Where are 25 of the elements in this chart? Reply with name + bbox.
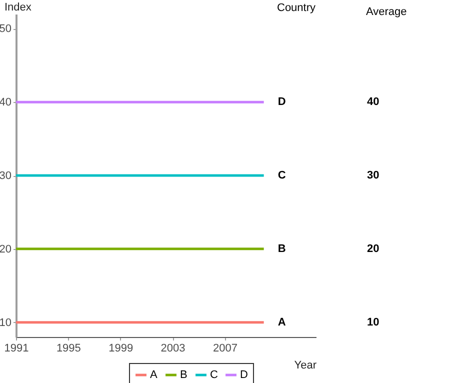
legend-label: D (240, 369, 248, 381)
x-tick-label: 2003 (160, 342, 186, 354)
y-tick-label: 20 (0, 243, 12, 256)
x-axis-title: Year (294, 360, 317, 372)
y-axis-title: Index (4, 2, 32, 14)
x-tick-label: 2007 (212, 342, 238, 354)
y-tick-label: 30 (0, 170, 12, 182)
legend-label: C (210, 369, 218, 381)
text: D (278, 96, 286, 108)
text: A (278, 316, 286, 328)
y-tick-label: 10 (0, 316, 12, 329)
text: 30 (367, 170, 380, 182)
legend-label: B (180, 369, 188, 381)
text: Average (366, 6, 407, 18)
y-tick-label: 50 (0, 23, 12, 36)
x-tick-label: 1991 (4, 342, 29, 354)
text: B (278, 242, 286, 255)
x-tick-label: 1995 (56, 342, 81, 354)
text: 40 (367, 96, 380, 108)
text: C (278, 170, 286, 182)
x-tick-label: 1999 (108, 342, 134, 354)
text: Country (277, 2, 316, 14)
text: 10 (367, 316, 380, 328)
legend-label: A (150, 369, 158, 381)
text: 20 (367, 242, 380, 255)
